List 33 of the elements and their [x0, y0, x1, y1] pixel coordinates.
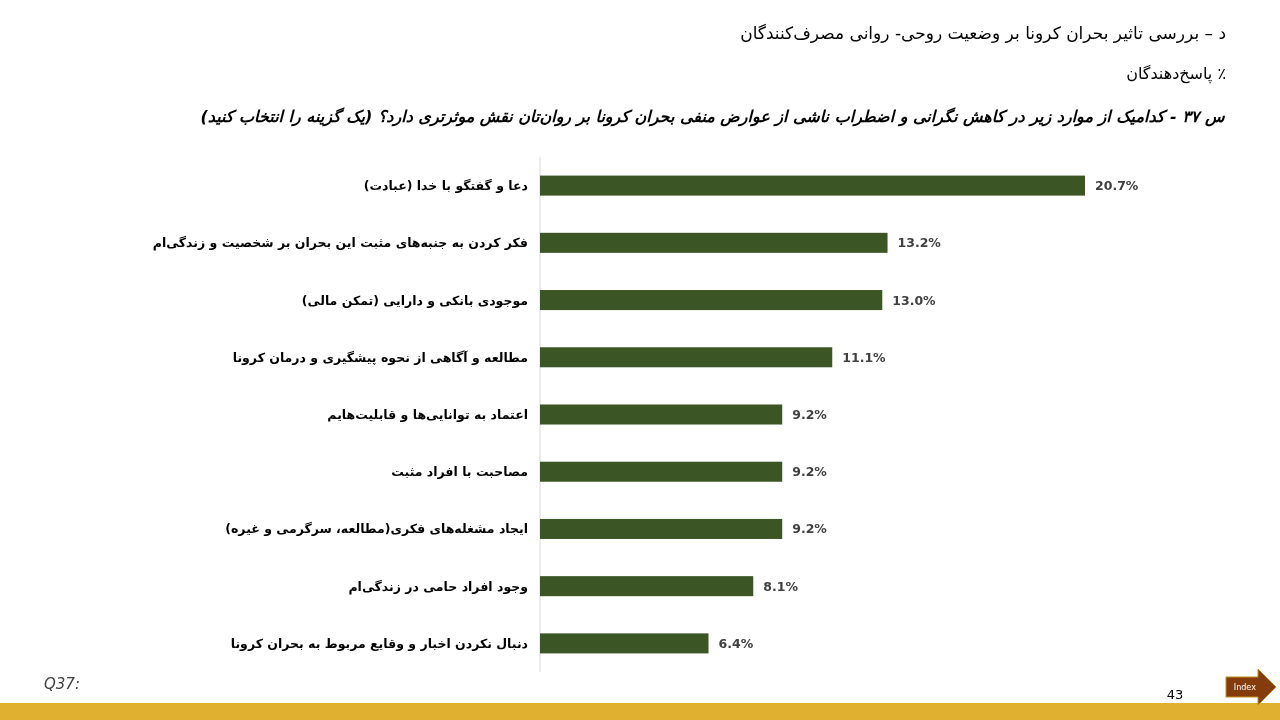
data-label: 6.4%	[718, 635, 754, 651]
text: Q37:	[44, 675, 80, 693]
bar	[540, 347, 833, 368]
bar	[540, 518, 783, 539]
text: 43	[1166, 686, 1184, 702]
text: Index	[1233, 682, 1257, 692]
y-tick-label: موجودی بانکی و دارایی (تمکن مالی)	[301, 292, 528, 308]
chart-title: د – بررسی تاثیر بحران کرونا بر وضعیت روحی- روانی مصرف‌کنندگان	[740, 23, 1226, 43]
y-tick-label: وجود افراد حامی در زندگی‌ام	[348, 578, 528, 595]
text: س ۳۷ - کدامیک از موارد زیر در کاهش نگرانی و اضطراب ناشی از عوارض منفی بحران کرونا بر روان‌تان نقش موثرتری دارد؟ (یک گزینه را انتخاب کنید)	[200, 106, 1226, 127]
text: ٪ پاسخ‌دهندگان	[1126, 63, 1226, 84]
y-tick-label: ایجاد مشغله‌های فکری(مطالعه، سرگرمی و غیره)	[225, 521, 528, 537]
data-label: 8.1%	[763, 578, 799, 594]
bar	[540, 290, 883, 311]
data-label: 13.2%	[897, 235, 942, 251]
bar	[540, 461, 783, 482]
bar	[540, 633, 709, 654]
data-label: 9.2%	[792, 521, 828, 537]
data-label: 20.7%	[1095, 178, 1139, 194]
y-tick-label: مطالعه و آگاهی از نحوه پیشگیری و درمان کرونا	[232, 349, 528, 365]
bar	[540, 576, 754, 597]
data-label: 11.1%	[842, 349, 887, 365]
data-label: 13.0%	[892, 292, 937, 308]
y-tick-label: دنبال نکردن اخبار و وقایع مربوط به بحران کرونا	[230, 635, 528, 651]
bar	[540, 175, 1085, 196]
y-tick-label: فکر کردن به جنبه‌های مثبت این بحران بر شخصیت و زندگی‌ام	[152, 235, 528, 252]
y-tick-label: دعا و گفتگو با خدا (عبادت)	[363, 178, 528, 194]
y-tick-label: مصاحبت با افراد مثبت	[391, 464, 528, 480]
y-tick-label: اعتماد به توانایی‌ها و قابلیت‌هایم	[327, 407, 528, 422]
bar	[540, 404, 783, 425]
data-label: 9.2%	[792, 407, 828, 422]
data-label: 9.2%	[792, 464, 828, 480]
bar	[540, 232, 888, 253]
